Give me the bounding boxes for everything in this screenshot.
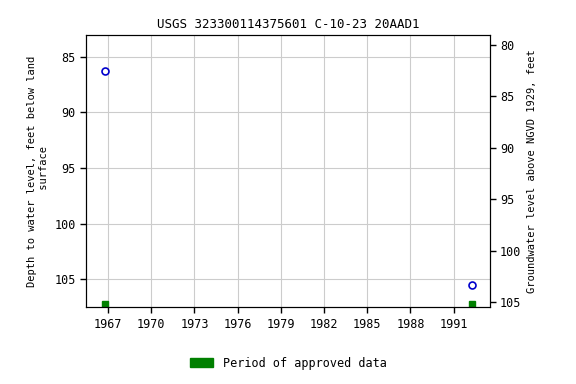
Legend: Period of approved data: Period of approved data	[185, 352, 391, 374]
Y-axis label: Depth to water level, feet below land
 surface: Depth to water level, feet below land su…	[28, 55, 49, 286]
Title: USGS 323300114375601 C-10-23 20AAD1: USGS 323300114375601 C-10-23 20AAD1	[157, 18, 419, 31]
Y-axis label: Groundwater level above NGVD 1929, feet: Groundwater level above NGVD 1929, feet	[527, 49, 537, 293]
